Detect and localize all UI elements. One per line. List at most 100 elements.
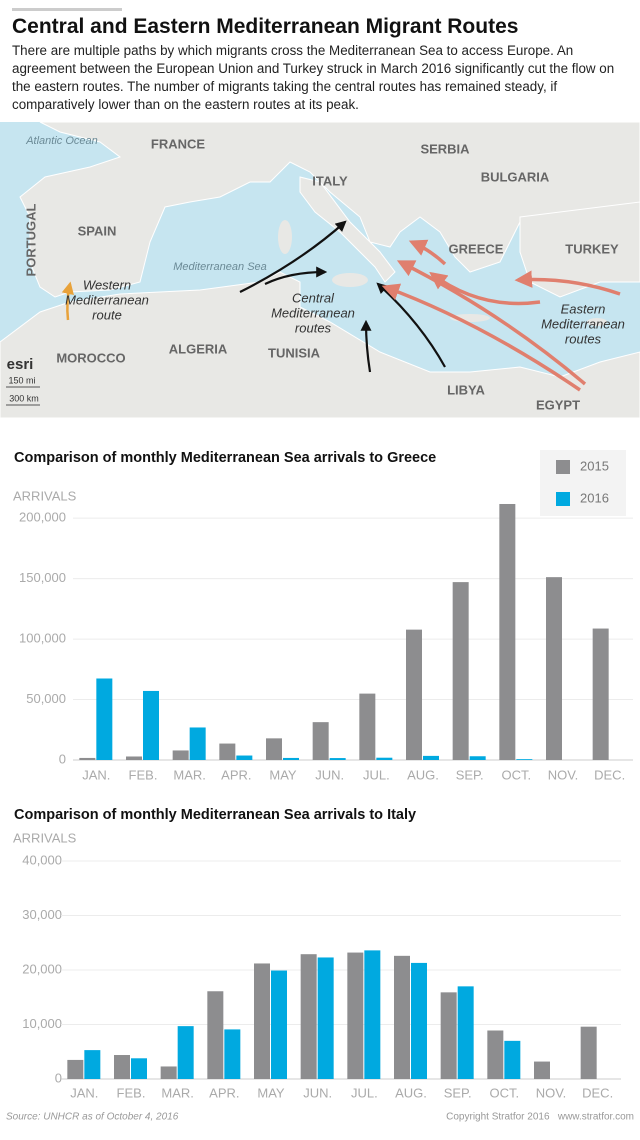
bar [394,955,410,1079]
bar [580,1026,597,1079]
bar [114,1055,130,1079]
x-tick-label: JAN. [82,767,110,782]
y-axis-label: ARRIVALS [13,488,77,503]
map-label: SPAIN [78,223,117,238]
bar [469,756,486,760]
bar [300,954,317,1079]
bar [172,750,189,760]
x-tick-label: JUL. [351,1085,378,1100]
header: Central and Eastern Mediterranean Migran… [12,8,628,114]
land [519,201,640,298]
bar [189,727,206,760]
x-tick-label: JUN. [303,1085,332,1100]
route-arrow [264,266,328,285]
y-tick-label: 40,000 [22,852,62,867]
route-arrow [381,283,581,392]
header-rule [12,8,122,11]
map-label: ITALY [312,173,348,188]
bar [317,957,334,1079]
x-tick-label: APR. [221,767,251,782]
bar [79,757,96,760]
route-arrow [239,220,347,293]
bar [126,756,142,760]
land [0,271,640,419]
bar [452,582,469,760]
y-tick-label: 150,000 [19,570,66,585]
chart-title: Comparison of monthly Mediterranean Sea … [14,807,416,823]
island [332,273,368,287]
bar [254,963,270,1079]
x-tick-label: MAY [269,767,297,782]
map-label: MOROCCO [56,350,125,365]
island [278,220,292,254]
x-tick-label: DEC. [594,767,625,782]
bar [266,738,282,760]
bar [236,755,253,760]
copyright: Copyright Stratfor 2016 www.stratfor.com [446,1112,634,1123]
map-label: BULGARIA [481,169,550,184]
y-tick-label: 100,000 [19,631,66,646]
map-label: Mediterranean Sea [173,261,267,273]
route-arrow [61,281,74,321]
route-label: Mediterranean [65,292,149,307]
bar [67,1059,84,1079]
bar [406,629,422,760]
x-tick-label: SEP. [456,767,484,782]
x-tick-label: AUG. [407,767,439,782]
bar [440,992,457,1079]
x-tick-label: JAN. [70,1085,98,1100]
bar [207,991,224,1079]
map-label: TURKEY [565,241,619,256]
route-label: routes [295,320,332,335]
x-tick-label: FEB. [129,767,158,782]
map-label: 150 mi [8,375,35,385]
bar [504,1040,521,1079]
route-arrow [360,319,372,373]
bar [347,952,364,1079]
y-tick-label: 0 [59,751,66,766]
map-label: SERBIA [420,141,470,156]
bar [96,678,113,760]
bar [271,970,287,1079]
x-tick-label: DEC. [582,1085,613,1100]
bar [224,1029,241,1079]
title: Central and Eastern Mediterranean Migran… [12,15,519,38]
route-label: Western [83,277,131,292]
bar [312,722,329,760]
bar [457,986,474,1079]
x-tick-label: OCT. [490,1085,520,1100]
route-label: routes [565,331,602,346]
map-label: ALGERIA [169,341,228,356]
route-label: Central [292,290,335,305]
bar [423,755,439,760]
land [299,176,396,283]
x-tick-label: AUG. [395,1085,427,1100]
map: Atlantic Ocean FRANCE ITALY SERBIA BULGARIA S… [0,121,640,419]
land [19,121,640,298]
bar [546,577,562,760]
y-axis-label: ARRIVALS [13,830,77,845]
route-arrow [514,270,621,296]
map-label: GREECE [449,241,504,256]
x-tick-label: MAY [257,1085,285,1100]
x-tick-label: SEP. [444,1085,472,1100]
x-tick-label: FEB. [117,1085,146,1100]
legend-label: 2016 [580,490,609,505]
bar [84,1050,101,1079]
bar [131,1058,147,1079]
bar [364,950,381,1079]
x-tick-label: MAR. [161,1085,194,1100]
y-tick-label: 20,000 [22,961,62,976]
map-label: LIBYA [447,382,485,397]
route-label: Mediterranean [271,305,355,320]
x-tick-label: NOV. [548,767,579,782]
bar [499,503,516,760]
legend-label: 2015 [580,458,609,473]
bar [487,1030,504,1079]
bar [329,758,346,760]
bar [283,757,299,760]
map-label: esri [7,356,34,373]
x-tick-label: JUN. [315,767,344,782]
